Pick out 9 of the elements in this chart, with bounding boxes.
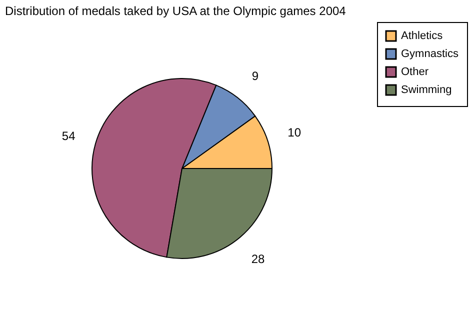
data-label: 9 [252, 68, 259, 83]
legend-label: Swimming [401, 84, 452, 96]
legend-label: Athletics [401, 30, 444, 42]
data-label: 54 [62, 128, 76, 143]
data-label: 28 [251, 252, 265, 266]
chart-title: Distribution of medals taked by USA at the Olympic games 2004 [5, 4, 346, 18]
data-label: 10 [288, 125, 302, 140]
legend-label: Other [401, 66, 429, 78]
legend-label: Gymnastics [401, 48, 459, 60]
